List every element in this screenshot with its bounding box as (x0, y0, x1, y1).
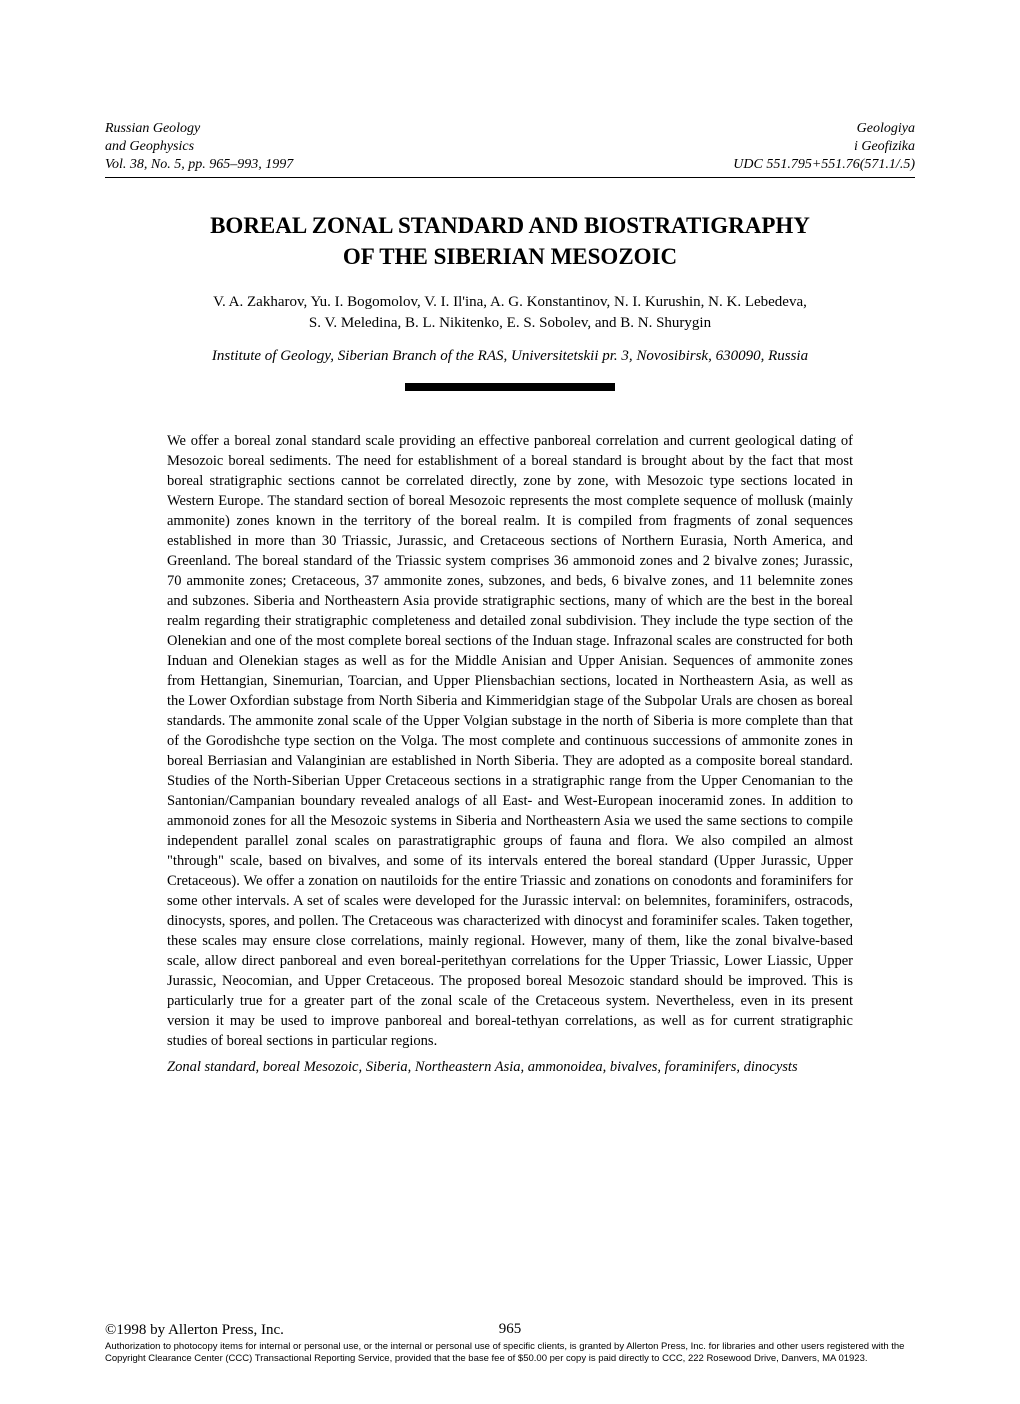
header-right: Geologiya i Geofizika UDC 551.795+551.76… (733, 120, 915, 175)
title-block: BOREAL ZONAL STANDARD AND BIOSTRATIGRAPH… (105, 210, 915, 272)
keywords-text: Zonal standard, boreal Mesozoic, Siberia… (105, 1057, 915, 1077)
disclaimer-text: Authorization to photocopy items for int… (105, 1341, 915, 1364)
journal-name-ru-1: Geologiya (733, 120, 915, 138)
affiliation: Institute of Geology, Siberian Branch of… (105, 348, 915, 365)
footer: ©1998 by Allerton Press, Inc. 965 Author… (105, 1321, 915, 1364)
page-number: 965 (105, 1321, 915, 1338)
udc-code: UDC 551.795+551.76(571.1/.5) (733, 156, 915, 174)
authors-line2: S. V. Meledina, B. L. Nikitenko, E. S. S… (105, 313, 915, 334)
authors-block: V. A. Zakharov, Yu. I. Bogomolov, V. I. … (105, 292, 915, 334)
abstract-text: We offer a boreal zonal standard scale p… (105, 431, 915, 1051)
article-title-line2: OF THE SIBERIAN MESOZOIC (105, 241, 915, 272)
journal-name-en-1: Russian Geology (105, 120, 293, 138)
journal-name-ru-2: i Geofizika (733, 138, 915, 156)
article-title-line1: BOREAL ZONAL STANDARD AND BIOSTRATIGRAPH… (105, 210, 915, 241)
journal-name-en-2: and Geophysics (105, 138, 293, 156)
section-divider (405, 383, 615, 391)
running-header: Russian Geology and Geophysics Vol. 38, … (105, 120, 915, 178)
header-left: Russian Geology and Geophysics Vol. 38, … (105, 120, 293, 175)
authors-line1: V. A. Zakharov, Yu. I. Bogomolov, V. I. … (105, 292, 915, 313)
volume-info: Vol. 38, No. 5, pp. 965–993, 1997 (105, 156, 293, 174)
